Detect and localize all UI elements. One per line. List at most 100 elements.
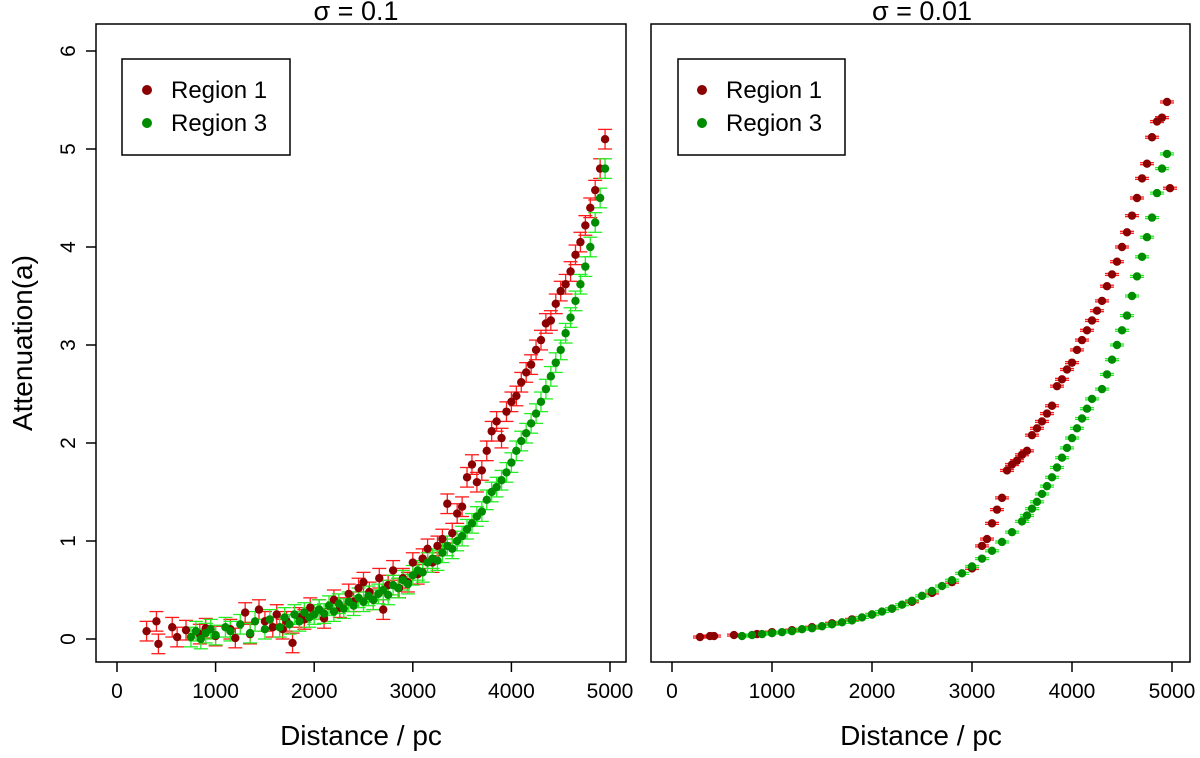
data-point [576, 280, 585, 289]
data-point [231, 633, 240, 643]
data-point [747, 630, 757, 640]
data-points [695, 97, 1175, 642]
data-point [1137, 174, 1147, 183]
data-point [767, 628, 777, 638]
data-point [462, 473, 472, 482]
legend-marker-region-1 [697, 85, 707, 95]
data-point [581, 262, 590, 271]
data-point [977, 541, 987, 551]
data-point [1062, 365, 1072, 374]
data-point [1142, 233, 1152, 242]
data-point [433, 556, 442, 565]
data-point [383, 590, 393, 600]
y-tick-label: 3 [57, 339, 80, 351]
data-point [502, 407, 511, 416]
data-point [1027, 504, 1037, 513]
data-point [349, 601, 358, 610]
data-point [737, 631, 747, 641]
data-point [502, 468, 511, 477]
data-point [418, 568, 427, 577]
data-point [1107, 355, 1117, 364]
data-point [254, 605, 264, 614]
data-point [211, 630, 220, 640]
y-axis: 0 1 2 3 4 5 6 [57, 45, 96, 645]
data-point [275, 623, 284, 632]
data-point [561, 329, 570, 338]
legend-label-region-1: Region 1 [726, 77, 822, 104]
data-point [1052, 381, 1062, 391]
data-point [142, 626, 151, 636]
data-point [452, 509, 462, 518]
x-tick-label: 1000 [749, 680, 796, 703]
legend-label-region-3: Region 3 [726, 110, 822, 137]
data-point [581, 221, 590, 230]
data-point [457, 531, 467, 541]
data-point [206, 625, 215, 634]
data-point [521, 429, 531, 438]
data-point [1067, 358, 1077, 367]
data-point [1147, 213, 1157, 222]
data-point [576, 237, 585, 247]
data-point [186, 632, 196, 642]
panel-sigma-0-01: σ = 0.01 0 1000 2000 3000 4000 5000 Distance … [650, 0, 1195, 751]
data-point [467, 460, 477, 469]
x-axis-title: Distance / pc [840, 720, 1002, 751]
data-point [272, 610, 281, 619]
data-point [586, 203, 595, 212]
data-point [1157, 113, 1167, 122]
data-point [329, 607, 339, 616]
legend-box [677, 58, 846, 156]
data-point [1152, 188, 1162, 198]
data-point [181, 625, 191, 635]
data-point [1072, 345, 1082, 355]
data-point [1067, 433, 1077, 443]
x-tick-label: 2000 [291, 680, 338, 703]
data-point [1087, 394, 1097, 404]
data-point [556, 286, 565, 296]
data-point [152, 617, 161, 626]
error-bars [139, 128, 613, 655]
data-point [359, 577, 368, 587]
data-point [1082, 404, 1092, 413]
data-point [1102, 282, 1112, 291]
data-point [1117, 242, 1127, 252]
error-bars [693, 100, 1177, 639]
data-point [482, 495, 491, 505]
legend-label-region-1: Region 1 [171, 77, 267, 104]
data-point [1082, 326, 1092, 335]
legend: Region 1 Region 3 [677, 58, 846, 156]
data-point [526, 360, 536, 369]
data-point [1102, 370, 1112, 379]
y-tick-label: 0 [57, 633, 80, 645]
x-tick-label: 0 [666, 680, 678, 703]
data-point [907, 596, 917, 605]
data-point [977, 554, 987, 563]
data-point [324, 601, 334, 610]
data-point [1042, 481, 1052, 491]
data-point [927, 586, 937, 596]
legend-marker-region-3 [142, 118, 152, 128]
data-point [897, 600, 907, 609]
data-point [482, 446, 491, 456]
data-point [526, 419, 536, 428]
data-point [507, 458, 516, 467]
x-tick-label: 0 [111, 680, 123, 703]
data-point [1127, 211, 1137, 220]
data-point [536, 335, 546, 345]
plot-frame [650, 23, 1191, 663]
data-point [487, 427, 496, 436]
data-point [1057, 375, 1067, 384]
data-point [512, 391, 521, 401]
data-point [1112, 257, 1122, 266]
y-tick-label: 5 [57, 143, 80, 155]
data-point [1117, 326, 1127, 335]
data-point [295, 617, 304, 626]
data-point [1022, 511, 1032, 520]
data-point [541, 384, 551, 394]
data-point [591, 185, 600, 195]
data-point [403, 579, 413, 589]
data-point [1127, 291, 1137, 301]
data-point [168, 623, 177, 632]
data-point [600, 135, 610, 144]
data-point [982, 534, 992, 544]
